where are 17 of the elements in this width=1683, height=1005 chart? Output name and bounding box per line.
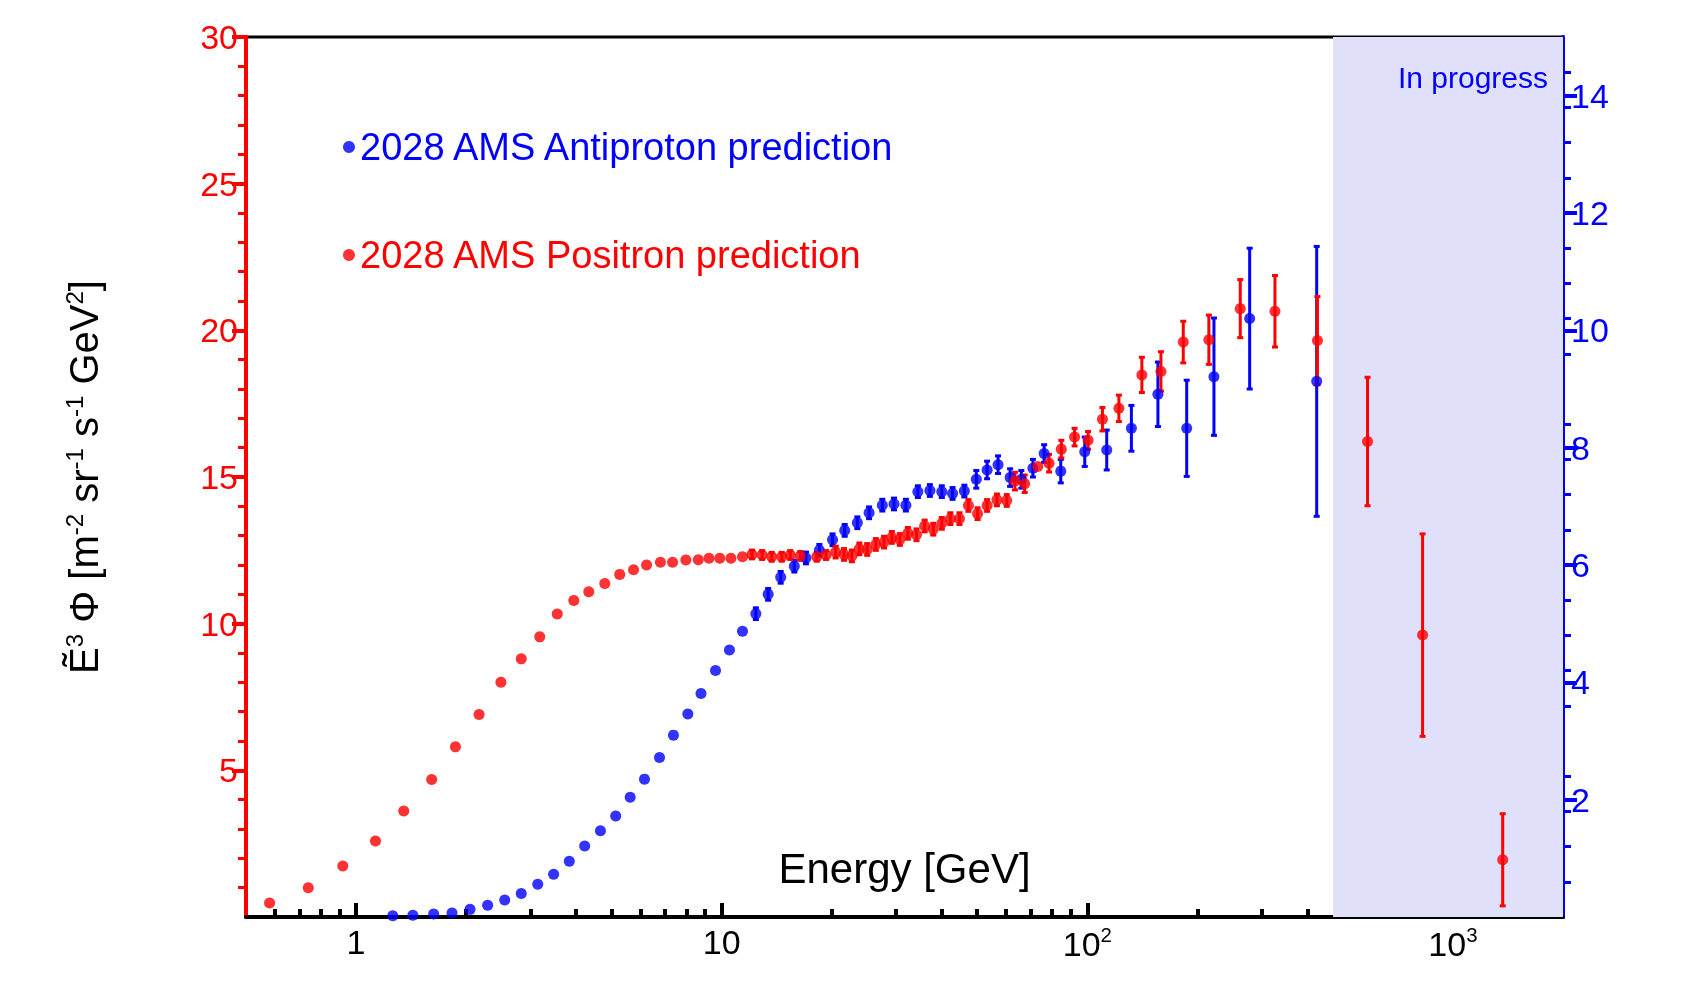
y2-tick-label: 8 bbox=[1571, 428, 1590, 467]
y2-tick-label: 12 bbox=[1571, 194, 1609, 232]
x-tick-label: 1 bbox=[346, 923, 366, 961]
y2-tick-label: 2 bbox=[1571, 780, 1590, 819]
x-axis-title: Energy [GeV] bbox=[778, 844, 1031, 892]
legend-label: 2028 AMS Antiproton prediction bbox=[360, 126, 893, 168]
x-tick-label: 10 bbox=[702, 923, 741, 961]
band-label: In progress bbox=[1397, 60, 1548, 94]
y-tick-label: 20 bbox=[200, 311, 238, 350]
y-tick-label: 15 bbox=[200, 458, 238, 496]
y-tick-label: 30 bbox=[200, 18, 238, 56]
y2-tick-label: 10 bbox=[1571, 311, 1609, 350]
text: Ẽ3 Φ [m-2 sr-1 s-1 GeV2] bbox=[60, 280, 106, 674]
y-tick-label: 25 bbox=[200, 164, 238, 203]
y2-tick-label: 14 bbox=[1571, 76, 1609, 115]
y-tick-label: 10 bbox=[200, 604, 238, 643]
legend-label: 2028 AMS Positron prediction bbox=[360, 234, 861, 276]
